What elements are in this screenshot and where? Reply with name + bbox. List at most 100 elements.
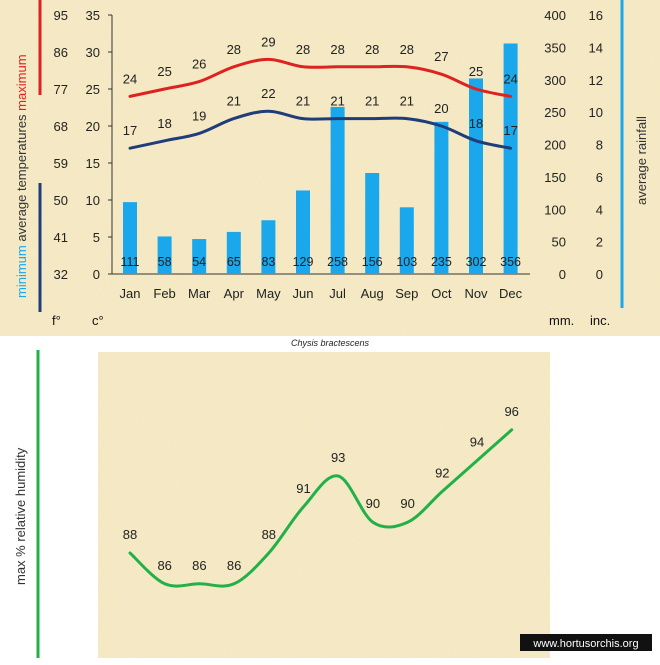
mm-tick-label: 0 bbox=[559, 267, 566, 282]
rainfall-bar bbox=[226, 231, 241, 274]
celsius-tick-label: 0 bbox=[93, 267, 100, 282]
rainfall-label: 111 bbox=[120, 255, 139, 269]
rainfall-bar bbox=[261, 220, 276, 274]
month-label: Mar bbox=[188, 286, 211, 301]
humidity-label: 91 bbox=[296, 481, 310, 496]
chart-title: Chysis bractescens bbox=[291, 338, 370, 348]
humidity-line bbox=[128, 428, 514, 588]
maximum-label: 26 bbox=[192, 57, 206, 72]
celsius-tick-label: 35 bbox=[86, 8, 100, 23]
maximum-label: 28 bbox=[227, 42, 241, 57]
fahrenheit-tick-label: 41 bbox=[54, 230, 68, 245]
rainfall-label: 156 bbox=[362, 255, 383, 269]
maximum-label: 28 bbox=[400, 42, 414, 57]
watermark: www.hortusorchis.org bbox=[532, 638, 638, 650]
mm-tick-label: 300 bbox=[544, 73, 566, 88]
mm-tick-label: 100 bbox=[544, 202, 566, 217]
inches-unit: inc. bbox=[590, 313, 610, 328]
rainfall-label: 356 bbox=[500, 255, 521, 269]
inches-tick-label: 12 bbox=[589, 73, 603, 88]
minimum-label: 18 bbox=[469, 116, 483, 131]
inches-tick-label: 4 bbox=[596, 202, 603, 217]
fahrenheit-tick-label: 86 bbox=[54, 45, 68, 60]
inches-tick-label: 0 bbox=[596, 267, 603, 282]
minimum-word: minimum bbox=[14, 245, 29, 298]
fahrenheit-tick-label: 68 bbox=[54, 119, 68, 134]
maximum-label: 24 bbox=[503, 71, 517, 86]
month-label: Nov bbox=[464, 286, 488, 301]
humidity-label: 96 bbox=[504, 404, 518, 419]
month-label: Feb bbox=[153, 286, 175, 301]
maximum-word: maximum bbox=[14, 54, 29, 110]
maximum-line bbox=[128, 57, 513, 98]
minimum-label: 21 bbox=[365, 94, 379, 109]
inches-tick-label: 8 bbox=[596, 138, 603, 153]
rainfall-label: 129 bbox=[293, 255, 314, 269]
temperature-lines: 24 25 26 28 29 28 28 28 28 27 25 24 17 18 19 21 22 21 21 21… bbox=[123, 34, 518, 150]
fahrenheit-tick-label: 32 bbox=[54, 267, 68, 282]
axes-group: 9586776859504132353025201510504003503002… bbox=[54, 8, 603, 301]
rainfall-bar bbox=[123, 202, 137, 274]
celsius-tick-label: 10 bbox=[86, 193, 100, 208]
humidity-line-group: 88 86 86 86 88 91 93 90 90 92 94 96 bbox=[123, 404, 519, 588]
humidity-label: 93 bbox=[331, 450, 345, 465]
fahrenheit-unit: f° bbox=[52, 313, 61, 328]
watermark-background bbox=[520, 634, 652, 651]
minimum-label: 20 bbox=[434, 101, 448, 116]
humidity-label: 90 bbox=[400, 496, 414, 511]
rainfall-bar bbox=[365, 172, 380, 274]
humidity-label: 88 bbox=[123, 527, 137, 542]
rainfall-bar bbox=[296, 190, 310, 274]
minimum-line bbox=[128, 109, 513, 150]
mm-tick-label: 250 bbox=[544, 105, 566, 120]
minimum-label: 17 bbox=[123, 123, 137, 138]
average-word: average bbox=[14, 195, 29, 242]
fahrenheit-tick-label: 77 bbox=[54, 82, 68, 97]
rainfall-label: 54 bbox=[192, 255, 206, 269]
humidity-label: 86 bbox=[192, 558, 206, 573]
humidity-label: 86 bbox=[227, 558, 241, 573]
inches-tick-label: 2 bbox=[596, 235, 603, 250]
rainfall-bar bbox=[503, 43, 518, 274]
mm-tick-label: 50 bbox=[552, 235, 566, 250]
humidity-label: 90 bbox=[366, 496, 380, 511]
mm-tick-label: 200 bbox=[544, 138, 566, 153]
minimum-label: 21 bbox=[227, 94, 241, 109]
temperatures-word: temperatures bbox=[14, 114, 29, 191]
rainfall-label: 235 bbox=[431, 255, 452, 269]
month-label: May bbox=[256, 286, 281, 301]
celsius-unit: c° bbox=[92, 313, 104, 328]
minimum-label: 21 bbox=[296, 94, 310, 109]
fahrenheit-tick-label: 95 bbox=[54, 8, 68, 23]
rainfall-bars: 111 58 54 65 83 129 258 156 103 235 302 356 bbox=[120, 43, 521, 275]
maximum-label: 29 bbox=[261, 34, 275, 49]
rainfall-bar bbox=[399, 207, 414, 274]
temperature-panel-texture bbox=[0, 0, 660, 336]
right-axis-title: average rainfall bbox=[634, 116, 649, 205]
minimum-label: 21 bbox=[400, 94, 414, 109]
rainfall-bar bbox=[192, 239, 207, 274]
fahrenheit-tick-label: 50 bbox=[54, 193, 68, 208]
rainfall-label: 65 bbox=[227, 255, 241, 269]
inches-tick-label: 6 bbox=[596, 170, 603, 185]
mm-unit: mm. bbox=[549, 313, 574, 328]
humidity-panel-texture bbox=[98, 352, 550, 658]
minimum-label: 21 bbox=[330, 94, 344, 109]
maximum-label: 27 bbox=[434, 49, 448, 64]
maximum-label: 25 bbox=[469, 64, 483, 79]
maximum-label: 25 bbox=[157, 64, 171, 79]
month-label: Jul bbox=[329, 286, 346, 301]
month-label: Apr bbox=[224, 286, 245, 301]
rainfall-label: 83 bbox=[261, 255, 275, 269]
rainfall-bar bbox=[469, 78, 483, 274]
rainfall-label: 302 bbox=[466, 255, 487, 269]
humidity-label: 88 bbox=[262, 527, 276, 542]
left-axis-title: minimum average temperatures maximum bbox=[14, 54, 29, 298]
rainfall-bar bbox=[434, 121, 449, 275]
maximum-label: 28 bbox=[365, 42, 379, 57]
rainfall-label: 58 bbox=[158, 255, 172, 269]
inches-tick-label: 16 bbox=[589, 8, 603, 23]
mm-tick-label: 350 bbox=[544, 40, 566, 55]
